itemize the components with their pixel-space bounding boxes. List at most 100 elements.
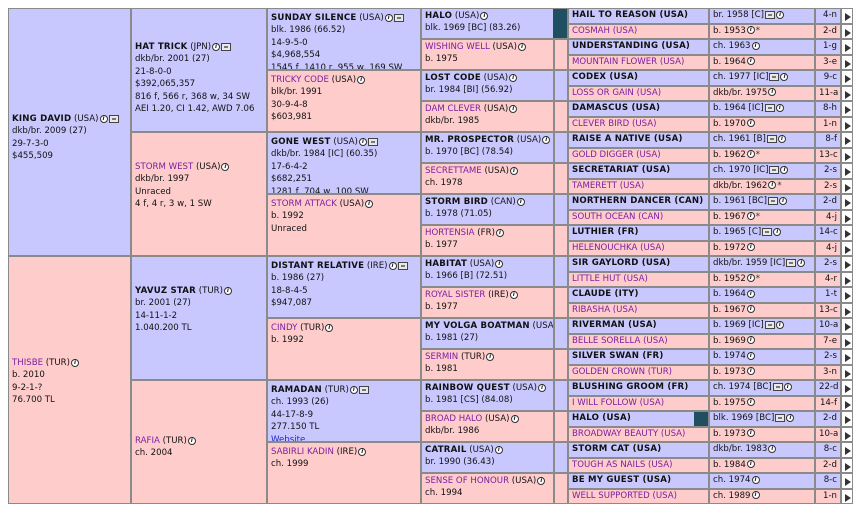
- info-icon[interactable]: i: [384, 13, 393, 22]
- info-icon[interactable]: i: [542, 135, 551, 144]
- play-icon[interactable]: [845, 385, 851, 393]
- play-icon[interactable]: [845, 369, 851, 378]
- info-icon[interactable]: i: [746, 367, 755, 375]
- play-cell[interactable]: [841, 194, 853, 210]
- info-icon[interactable]: i: [70, 358, 79, 367]
- info-icon[interactable]: i: [187, 436, 196, 445]
- play-icon[interactable]: [845, 431, 851, 440]
- chart-icon[interactable]: [393, 13, 404, 22]
- play-icon[interactable]: [845, 462, 851, 471]
- play-cell[interactable]: [841, 426, 853, 442]
- chart-icon[interactable]: [358, 385, 369, 394]
- play-icon[interactable]: [845, 152, 851, 161]
- horse-name[interactable]: SOUTH OCEAN (CAN): [572, 211, 664, 222]
- play-cell[interactable]: [841, 23, 853, 39]
- horse-name[interactable]: RIBASHA (USA): [572, 304, 638, 315]
- info-icon[interactable]: i: [325, 323, 334, 332]
- play-icon[interactable]: [845, 478, 851, 486]
- play-icon[interactable]: [845, 28, 851, 37]
- horse-name[interactable]: SENSE OF HONOUR: [425, 476, 510, 486]
- info-icon[interactable]: i: [746, 212, 755, 220]
- play-cell[interactable]: [841, 411, 853, 427]
- horse-name[interactable]: LITTLE HUT (USA): [572, 273, 648, 284]
- horse-name[interactable]: LUTHIER (FR): [572, 227, 639, 237]
- play-icon[interactable]: [845, 292, 851, 300]
- info-icon[interactable]: i: [99, 114, 108, 123]
- horse-name[interactable]: UNDERSTANDING (USA): [572, 41, 691, 51]
- play-cell[interactable]: [841, 271, 853, 287]
- horse-name[interactable]: RAISE A NATIVE (USA): [572, 134, 683, 144]
- horse-name[interactable]: SECRETARIAT (USA): [572, 165, 671, 175]
- chart-icon[interactable]: [397, 261, 408, 270]
- chart-icon[interactable]: [766, 134, 777, 143]
- play-cell[interactable]: [841, 287, 853, 303]
- play-cell[interactable]: [841, 256, 853, 272]
- chart-icon[interactable]: [772, 382, 783, 391]
- horse-name[interactable]: STORM WEST: [135, 162, 194, 172]
- horse-name[interactable]: SERMIN: [425, 352, 459, 362]
- info-icon[interactable]: i: [358, 447, 367, 456]
- info-icon[interactable]: i: [783, 382, 792, 391]
- info-icon[interactable]: i: [778, 196, 787, 205]
- play-icon[interactable]: [845, 354, 851, 362]
- horse-name[interactable]: BELLE SORELLA (USA): [572, 335, 668, 346]
- play-cell[interactable]: [841, 240, 853, 256]
- info-icon[interactable]: i: [768, 88, 777, 96]
- info-icon[interactable]: i: [746, 289, 755, 298]
- play-cell[interactable]: [841, 132, 853, 148]
- horse-name[interactable]: COSMAH (USA): [572, 25, 638, 36]
- play-icon[interactable]: [845, 323, 851, 331]
- play-cell[interactable]: [841, 318, 853, 334]
- play-icon[interactable]: [845, 214, 851, 223]
- horse-name[interactable]: SILVER SWAN (FR): [572, 351, 664, 361]
- horse-name[interactable]: HORTENSIA: [425, 228, 475, 238]
- play-cell[interactable]: [841, 380, 853, 396]
- website-link[interactable]: Website: [271, 434, 306, 442]
- horse-name[interactable]: MOUNTAIN FLOWER (USA): [572, 56, 685, 67]
- play-icon[interactable]: [845, 199, 851, 207]
- horse-name[interactable]: CODEX (USA): [572, 72, 639, 82]
- chart-icon[interactable]: [767, 196, 778, 205]
- horse-name[interactable]: HAT TRICK: [135, 42, 188, 52]
- info-icon[interactable]: i: [797, 258, 806, 267]
- horse-name[interactable]: TAMERETT (USA): [572, 180, 645, 191]
- play-icon[interactable]: [845, 90, 851, 99]
- info-icon[interactable]: i: [357, 75, 366, 84]
- horse-name[interactable]: LOST CODE: [425, 73, 481, 83]
- info-icon[interactable]: i: [494, 445, 503, 454]
- info-icon[interactable]: i: [775, 320, 784, 329]
- horse-name[interactable]: LOSS OR GAIN (USA): [572, 87, 662, 98]
- horse-name[interactable]: SABIRLI KADIN: [271, 447, 334, 457]
- play-cell[interactable]: [841, 349, 853, 365]
- play-icon[interactable]: [845, 137, 851, 145]
- chart-icon[interactable]: [764, 103, 775, 112]
- play-cell[interactable]: [841, 70, 853, 86]
- play-icon[interactable]: [845, 261, 851, 269]
- chart-icon[interactable]: [786, 258, 797, 267]
- play-icon[interactable]: [845, 106, 851, 114]
- horse-name[interactable]: GOLD DIGGER (USA): [572, 149, 661, 160]
- info-icon[interactable]: i: [746, 150, 755, 158]
- info-icon[interactable]: i: [751, 491, 760, 499]
- play-cell[interactable]: [841, 101, 853, 117]
- horse-name[interactable]: THISBE: [12, 358, 44, 368]
- horse-name[interactable]: HALO: [425, 11, 453, 21]
- play-icon[interactable]: [845, 230, 851, 238]
- horse-name[interactable]: STORM CAT (USA): [572, 444, 662, 454]
- info-icon[interactable]: i: [365, 199, 374, 208]
- horse-name[interactable]: YAVUZ STAR: [135, 286, 196, 296]
- horse-name[interactable]: RAINBOW QUEST: [425, 383, 510, 393]
- info-icon[interactable]: i: [538, 383, 547, 392]
- play-cell[interactable]: [841, 442, 853, 458]
- info-icon[interactable]: i: [775, 10, 784, 19]
- horse-name[interactable]: CINDY: [271, 323, 298, 333]
- info-icon[interactable]: i: [495, 228, 504, 237]
- horse-name[interactable]: NORTHERN DANCER (CAN): [572, 196, 704, 206]
- horse-name[interactable]: CLAUDE (ITY): [572, 289, 639, 299]
- info-icon[interactable]: i: [509, 104, 518, 113]
- horse-name[interactable]: TOUGH AS NAILS (USA): [572, 459, 673, 470]
- info-icon[interactable]: i: [751, 475, 760, 484]
- info-icon[interactable]: i: [746, 119, 755, 127]
- info-icon[interactable]: i: [786, 413, 795, 422]
- play-icon[interactable]: [845, 13, 851, 21]
